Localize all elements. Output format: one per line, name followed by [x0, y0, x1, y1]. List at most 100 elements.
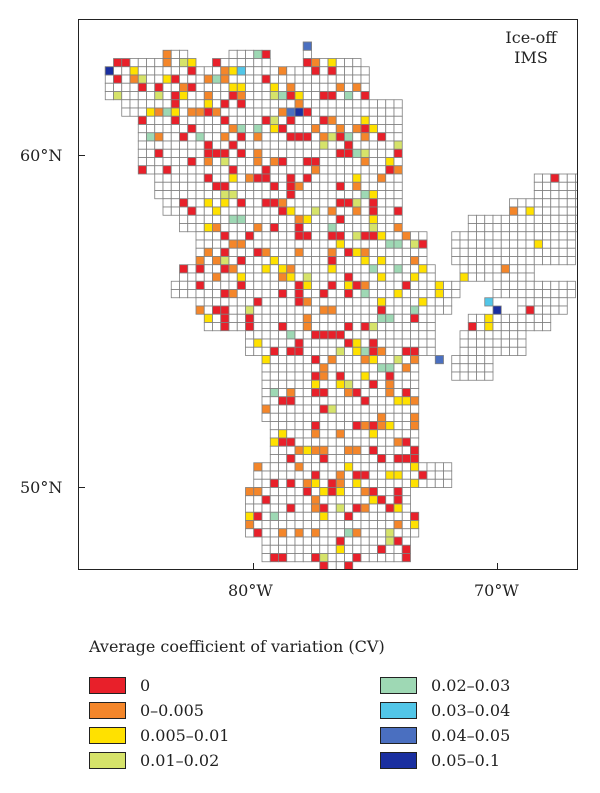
grid-cell: [319, 495, 329, 505]
grid-cell: [104, 74, 114, 84]
grid-cell: [302, 198, 312, 208]
grid-cell: [443, 462, 453, 472]
grid-cell: [377, 454, 387, 464]
grid-cell: [302, 190, 312, 200]
grid-cell: [294, 264, 304, 274]
grid-cell: [385, 487, 395, 497]
grid-cell: [344, 520, 354, 530]
grid-cell: [179, 190, 189, 200]
grid-cell: [393, 346, 403, 356]
grid-cell: [352, 198, 362, 208]
grid-cell: [377, 140, 387, 150]
grid-cell: [253, 478, 263, 488]
grid-cell: [550, 247, 560, 257]
grid-cell: [393, 206, 403, 216]
grid-cell: [294, 544, 304, 554]
grid-cell: [261, 157, 271, 167]
grid-cell: [344, 223, 354, 233]
grid-cell: [327, 214, 337, 224]
grid-cell: [245, 247, 255, 257]
lat-label-60: 60°N: [20, 146, 63, 165]
grid-cell: [245, 305, 255, 315]
grid-cell: [245, 99, 255, 109]
grid-cell: [311, 470, 321, 480]
grid-cell: [377, 272, 387, 282]
grid-cell: [278, 91, 288, 101]
grid-cell: [203, 181, 213, 191]
grid-cell: [253, 495, 263, 505]
grid-cell: [319, 346, 329, 356]
grid-cell: [335, 132, 345, 142]
grid-cell: [344, 429, 354, 439]
grid-cell: [146, 91, 156, 101]
grid-cell: [327, 454, 337, 464]
grid-cell: [517, 206, 527, 216]
grid-cell: [368, 528, 378, 538]
grid-cell: [443, 305, 453, 315]
grid-cell: [319, 132, 329, 142]
grid-cell: [335, 264, 345, 274]
grid-cell: [352, 66, 362, 76]
grid-cell: [129, 74, 139, 84]
grid-cell: [269, 495, 279, 505]
grid-cell: [137, 165, 147, 175]
grid-cell: [327, 561, 337, 569]
grid-cell: [377, 107, 387, 117]
grid-cell: [187, 289, 197, 299]
grid-cell: [302, 115, 312, 125]
grid-cell: [542, 223, 552, 233]
grid-cell: [385, 429, 395, 439]
grid-cell: [195, 74, 205, 84]
grid-cell: [294, 363, 304, 373]
grid-cell: [203, 223, 213, 233]
grid-cell: [327, 231, 337, 241]
grid-cell: [393, 157, 403, 167]
grid-cell: [509, 280, 519, 290]
grid-cell: [327, 330, 337, 340]
grid-cell: [245, 313, 255, 323]
grid-cell: [170, 58, 180, 68]
grid-cell: [533, 322, 543, 332]
grid-cell: [393, 412, 403, 422]
grid-cell: [385, 478, 395, 488]
grid-cell: [377, 511, 387, 521]
grid-cell: [253, 520, 263, 530]
grid-cell: [377, 404, 387, 414]
grid-cell: [566, 173, 576, 183]
grid-cell: [319, 107, 329, 117]
grid-cell: [170, 198, 180, 208]
grid-cell: [344, 553, 354, 563]
grid-cell: [137, 66, 147, 76]
grid-cell: [203, 297, 213, 307]
grid-cell: [261, 528, 271, 538]
grid-cell: [319, 487, 329, 497]
grid-cell: [335, 82, 345, 92]
grid-cell: [179, 214, 189, 224]
grid-cell: [459, 371, 469, 381]
grid-cell: [319, 379, 329, 389]
grid-cell: [278, 297, 288, 307]
grid-cell: [212, 198, 222, 208]
legend-swatch: [380, 676, 417, 694]
grid-cell: [566, 231, 576, 241]
grid-cell: [253, 66, 263, 76]
grid-cell: [319, 289, 329, 299]
grid-cell: [575, 223, 577, 233]
grid-cell: [410, 239, 420, 249]
grid-cell: [302, 74, 312, 84]
grid-cell: [377, 371, 387, 381]
grid-cell: [195, 124, 205, 134]
grid-cell: [377, 536, 387, 546]
grid-cell: [434, 462, 444, 472]
grid-cell: [385, 495, 395, 505]
grid-cell: [410, 247, 420, 257]
grid-cell: [335, 91, 345, 101]
grid-cell: [286, 124, 296, 134]
grid-cell: [352, 58, 362, 68]
grid-cell: [261, 58, 271, 68]
grid-cell: [228, 124, 238, 134]
grid-cell: [261, 404, 271, 414]
grid-cell: [245, 346, 255, 356]
grid-cell: [137, 140, 147, 150]
grid-cell: [228, 247, 238, 257]
